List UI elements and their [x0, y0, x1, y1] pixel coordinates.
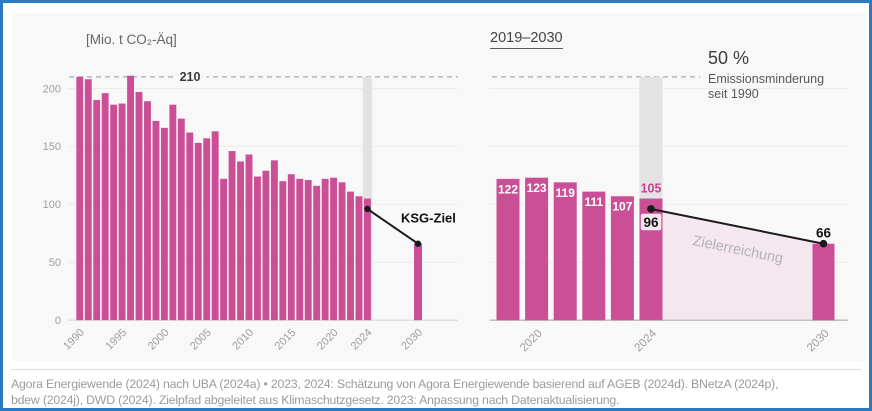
emission-reduction-annotation: 50 % Emissionsminderung seit 1990 — [708, 48, 824, 102]
right-panel-title: 2019–2030 — [490, 30, 563, 49]
y-axis-unit-label: [Mio. t CO₂-Äq] — [86, 32, 177, 47]
emission-reduction-line2: seit 1990 — [708, 87, 759, 101]
fifty-percent-label: 50 % — [708, 48, 750, 68]
source-footer: Agora Energiewende (2024) nach UBA (2024… — [11, 369, 861, 408]
emission-reduction-line1: Emissionsminderung — [708, 72, 825, 86]
source-line-1: Agora Energiewende (2024) nach UBA (2024… — [11, 377, 779, 391]
source-line-2: bdew (2024j), DWD (2024). Zielpfad abgel… — [11, 393, 620, 407]
